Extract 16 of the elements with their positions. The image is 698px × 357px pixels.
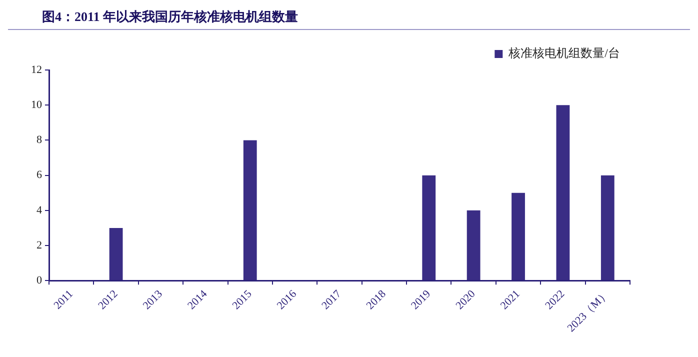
y-tick-label: 0	[36, 274, 42, 287]
bar	[556, 105, 570, 280]
y-tick-label: 10	[31, 98, 42, 111]
y-tick-label: 12	[31, 64, 42, 76]
bar	[512, 192, 525, 280]
legend-label: 核准核电机组数量/台	[508, 46, 620, 60]
bar	[422, 175, 436, 280]
y-tick-label: 6	[36, 169, 42, 182]
y-tick-label: 2	[36, 239, 42, 252]
y-tick-label: 4	[36, 204, 42, 216]
chart-title: 图4：2011 年以来我国历年核准核电机组数量	[8, 8, 690, 30]
bar	[600, 175, 614, 280]
bar	[243, 140, 257, 280]
y-tick-label: 8	[36, 134, 42, 146]
bar	[466, 210, 480, 280]
bar	[109, 228, 123, 280]
